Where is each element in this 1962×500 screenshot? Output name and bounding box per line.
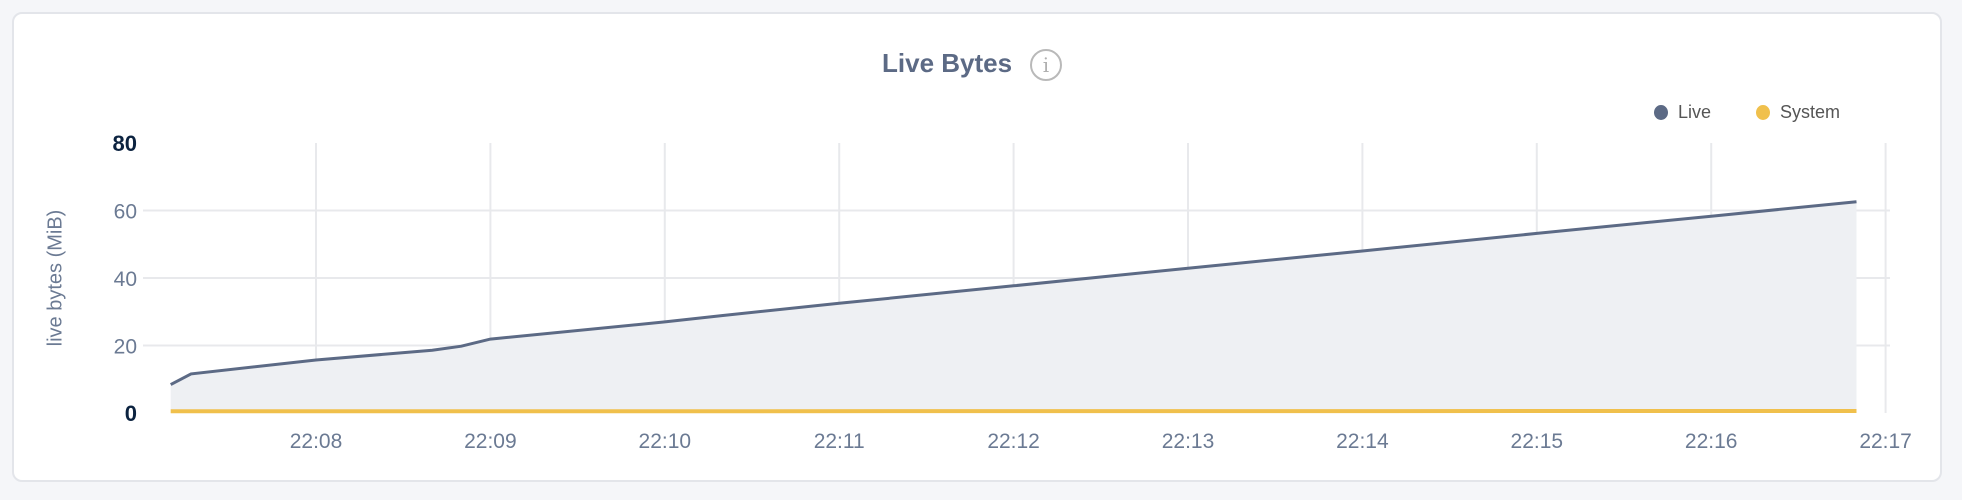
info-circle-icon[interactable]: i [1030,49,1062,81]
y-tick-label: 80 [113,131,137,156]
x-tick-label: 22:08 [290,430,343,453]
y-tick-label: 60 [114,201,137,224]
x-tick-label: 22:16 [1685,430,1738,453]
x-tick-label: 22:15 [1511,430,1564,453]
x-tick-label: 22:09 [464,430,517,453]
legend-dot-live [1654,105,1668,120]
legend-item-live[interactable]: Live [1654,102,1711,123]
legend-label-live: Live [1678,102,1712,122]
x-tick-label: 22:11 [814,430,865,453]
x-tick-label: 22:14 [1336,430,1389,453]
x-tick-label: 22:10 [639,430,692,453]
line-live [170,200,1857,386]
y-tick-label: 20 [114,336,137,359]
x-tick-label: 22:13 [1162,430,1215,453]
y-tick-label: 0 [125,401,137,426]
y-tick-label: 40 [114,268,137,291]
legend-label-system: System [1780,102,1841,122]
x-tick-label: 22:17 [1859,430,1912,453]
x-tick-label: 22:12 [987,430,1040,453]
area-live [170,201,1857,413]
chart-title: Live Bytes [882,48,1013,78]
legend-item-system[interactable]: System [1756,102,1840,123]
legend-dot-system [1756,105,1770,120]
